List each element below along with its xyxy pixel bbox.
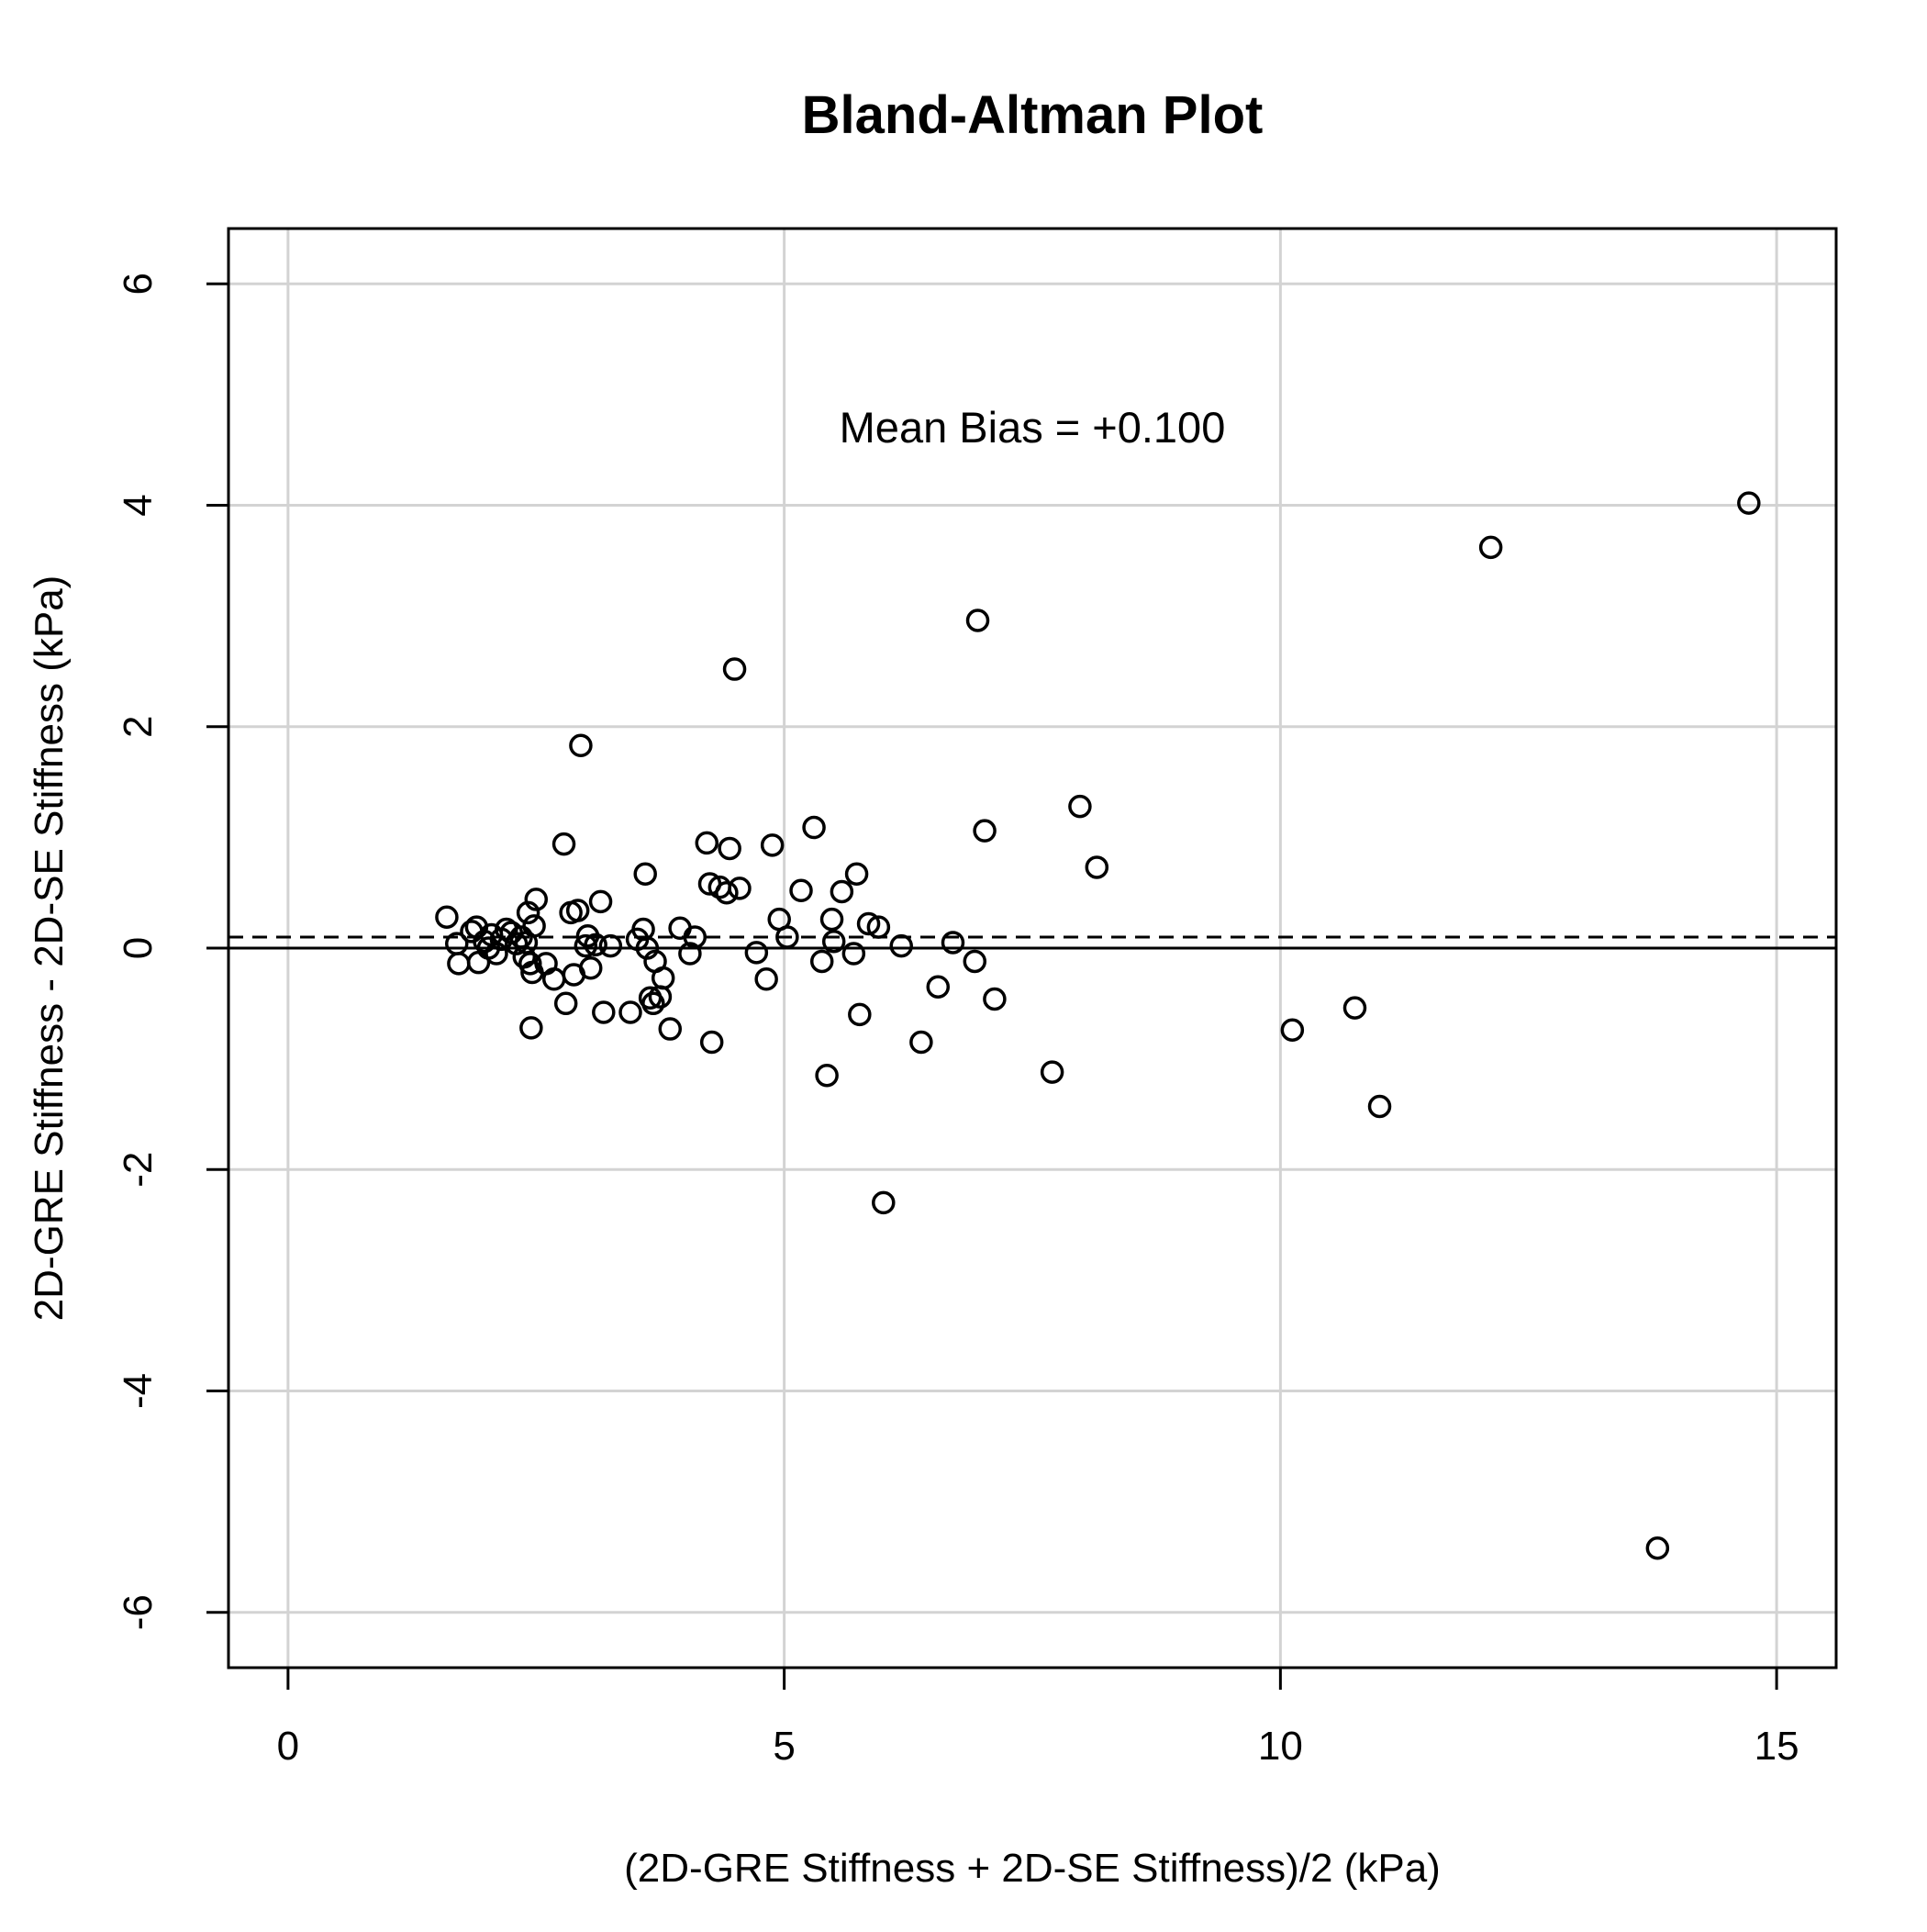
data-point — [789, 878, 813, 903]
data-point — [819, 907, 844, 932]
data-point — [1040, 1060, 1064, 1084]
data-point — [1342, 996, 1367, 1020]
chart-title: Bland-Altman Plot — [802, 85, 1264, 145]
x-tick-label: 15 — [1754, 1724, 1799, 1769]
data-point — [1280, 1018, 1305, 1043]
data-point — [522, 914, 546, 938]
data-point — [435, 905, 459, 929]
data-point — [983, 987, 1007, 1011]
x-tick-label: 10 — [1258, 1724, 1303, 1769]
data-point — [909, 1030, 933, 1055]
data-point — [754, 967, 778, 991]
data-point — [633, 862, 657, 886]
data-point — [569, 733, 593, 758]
x-tick-label: 5 — [773, 1724, 795, 1769]
y-tick-label: 0 — [116, 937, 161, 959]
data-point — [551, 832, 576, 856]
data-point — [519, 1016, 543, 1040]
data-point — [578, 955, 603, 980]
data-point — [1645, 1536, 1670, 1560]
y-tick-label: 4 — [116, 494, 161, 516]
data-point — [866, 915, 891, 939]
data-point — [518, 952, 542, 976]
data-point — [821, 930, 846, 954]
y-tick-label: -2 — [116, 1152, 161, 1188]
data-point — [678, 942, 702, 966]
data-point — [641, 991, 665, 1016]
data-point — [926, 975, 951, 999]
data-point — [565, 899, 590, 922]
data-point — [598, 933, 623, 958]
y-tick-label: -4 — [116, 1373, 161, 1409]
data-point — [941, 931, 965, 955]
data-point — [699, 1030, 724, 1055]
data-point — [718, 836, 741, 861]
y-tick-label: 6 — [116, 273, 161, 295]
y-axis-label: 2D-GRE Stiffness - 2D-SE Stiffness (kPa) — [27, 575, 72, 1322]
data-point — [963, 949, 987, 974]
x-tick-label: 0 — [277, 1724, 299, 1769]
data-point — [728, 877, 752, 900]
data-point — [760, 833, 785, 857]
y-tick-label: -6 — [116, 1594, 161, 1630]
data-point — [844, 862, 869, 886]
data-point — [1737, 491, 1761, 515]
data-point — [744, 941, 769, 965]
data-point — [889, 933, 913, 958]
data-point — [683, 925, 707, 949]
data-point — [722, 657, 747, 681]
axis-ticks: 0 5 10 15 -6 -4 -2 0 2 4 6 — [116, 273, 1799, 1769]
data-point — [588, 889, 613, 914]
data-point — [815, 1063, 839, 1088]
data-point — [775, 925, 799, 949]
data-point — [618, 1000, 642, 1024]
data-point — [1367, 1094, 1392, 1119]
data-point — [973, 819, 997, 843]
data-point — [592, 1000, 616, 1024]
data-point — [848, 1002, 872, 1027]
data-point — [553, 991, 578, 1016]
data-point — [802, 815, 826, 840]
data-point — [584, 932, 607, 957]
data-point — [841, 942, 866, 966]
data-point — [856, 911, 881, 936]
data-points — [435, 491, 1761, 1560]
data-point — [1068, 794, 1092, 819]
data-point — [965, 609, 990, 632]
data-point — [830, 879, 854, 904]
data-point — [658, 1017, 683, 1041]
x-axis-label: (2D-GRE Stiffness + 2D-SE Stiffness)/2 (… — [624, 1846, 1441, 1891]
data-point — [809, 949, 834, 974]
data-point — [1085, 855, 1109, 879]
data-point — [695, 831, 719, 855]
data-point — [715, 880, 739, 905]
data-point — [485, 942, 508, 966]
mean-bias-annotation: Mean Bias = +0.100 — [840, 403, 1226, 452]
data-point — [1478, 535, 1503, 560]
data-point — [872, 1190, 896, 1215]
y-tick-label: 2 — [116, 716, 161, 738]
data-point — [574, 933, 598, 958]
data-point — [651, 966, 675, 990]
data-point — [524, 888, 549, 911]
